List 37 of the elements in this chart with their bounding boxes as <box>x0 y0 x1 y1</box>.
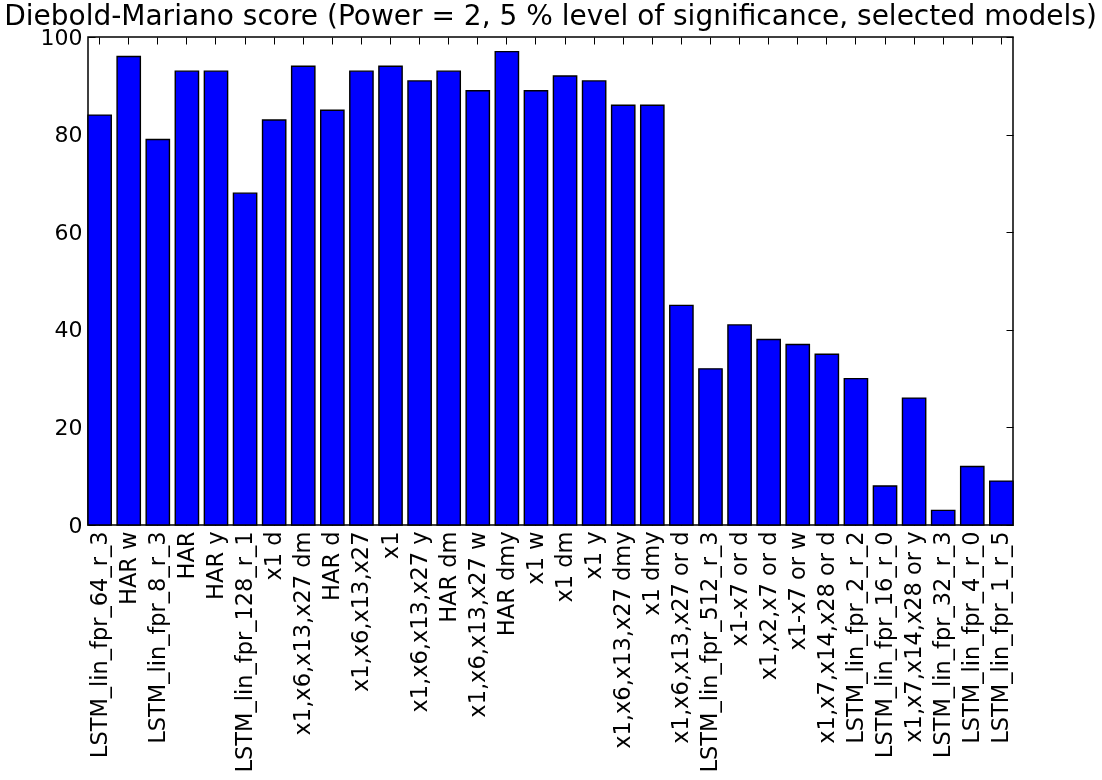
x-tick-label: x1,x7,x14,x28 or d <box>812 531 839 744</box>
x-tick-label: x1 d <box>260 531 287 581</box>
x-tick-label: LSTM_lin_fpr_16_r_0 <box>871 531 898 759</box>
x-tick-label: HAR dmy <box>492 531 519 637</box>
x-tick-label: x1 <box>376 531 403 560</box>
x-tick-label: x1,x6,x13,x27 or d <box>667 531 694 744</box>
x-tick-label: LSTM_lin_fpr_512_r_3 <box>696 531 723 773</box>
x-tick-label: x1,x6,x13,x27 dm <box>289 531 316 736</box>
x-tick-label: HAR dm <box>434 531 461 623</box>
x-tick-label: x1,x7,x14,x28 or y <box>900 531 927 743</box>
x-tick-label: x1,x6,x13,x27 y <box>405 531 432 713</box>
x-tick-label: x1-x7 or d <box>725 531 752 647</box>
y-tick-label: 0 <box>68 512 83 538</box>
x-tick-label: x1,x6,x13,x27 <box>347 531 374 693</box>
x-tick-label: x1,x6,x13,x27 dmy <box>609 531 636 749</box>
y-tick-label: 60 <box>54 219 83 245</box>
x-tick-label: LSTM_lin_fpr_8_r_3 <box>143 531 170 744</box>
x-tick-label: x1,x6,x13,x27 w <box>463 531 490 718</box>
x-tick-label: x1,x2,x7 or d <box>754 531 781 681</box>
x-tick-label: x1-x7 or w <box>783 531 810 651</box>
x-tick-label: LSTM_lin_fpr_1_r_5 <box>987 531 1014 744</box>
x-tick-label: x1 w <box>521 531 548 585</box>
x-tick-label: HAR w <box>114 531 141 605</box>
x-tick-label: LSTM_lin_fpr_32_r_3 <box>929 531 956 759</box>
x-tick-label: LSTM_lin_fpr_2_r_2 <box>841 531 868 744</box>
y-tick-label: 20 <box>54 414 83 440</box>
x-tick-label: LSTM_lin_fpr_128_r_1 <box>231 531 258 773</box>
x-tick-label: LSTM_lin_fpr_4_r_0 <box>958 531 985 744</box>
x-tick-label: x1 dm <box>551 531 578 603</box>
x-tick-label: HAR y <box>201 531 228 600</box>
y-tick-label: 80 <box>54 122 83 148</box>
x-tick-label: LSTM_lin_fpr_64_r_3 <box>85 531 112 759</box>
x-tick-label: x1 y <box>580 531 607 580</box>
x-tick-label: HAR d <box>318 531 345 601</box>
x-tick-label: x1 dmy <box>638 531 665 616</box>
y-tick-label: 40 <box>54 317 83 343</box>
x-tick-label: HAR <box>172 531 199 580</box>
